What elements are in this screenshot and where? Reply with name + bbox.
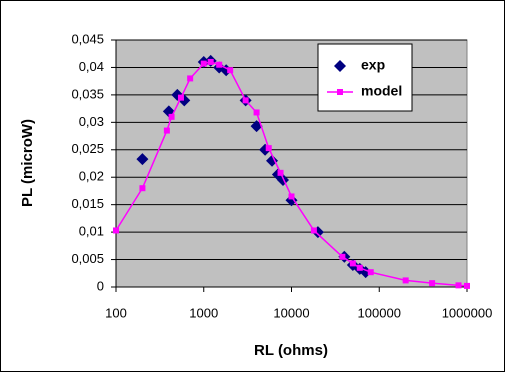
- data-point: [266, 154, 279, 167]
- data-point: [356, 264, 363, 271]
- data-point: [139, 185, 146, 192]
- data-point: [227, 67, 234, 74]
- x-axis-title: RL (ohms): [254, 342, 328, 359]
- y-tick-label: 0,025: [71, 141, 104, 156]
- data-point: [277, 169, 284, 176]
- data-point: [200, 60, 207, 67]
- data-point: [177, 94, 184, 101]
- legend-marker: [334, 60, 346, 72]
- data-point: [242, 97, 249, 104]
- legend-label: model: [361, 83, 402, 99]
- y-axis-title: PL (microW): [19, 119, 36, 207]
- data-point: [455, 282, 462, 289]
- data-point: [464, 282, 470, 289]
- plot-area: [115, 39, 468, 288]
- data-point: [402, 277, 409, 284]
- y-tick-label: 0,03: [79, 114, 104, 129]
- data-point: [310, 227, 317, 234]
- y-tick-label: 0,035: [71, 86, 104, 101]
- data-point: [163, 127, 170, 134]
- y-tick-label: 0,015: [71, 196, 104, 211]
- y-tick-label: 0,04: [79, 59, 104, 74]
- x-tick-label: 100000: [358, 305, 401, 320]
- y-tick-label: 0,01: [79, 224, 104, 239]
- data-point: [367, 269, 374, 276]
- data-point: [339, 253, 346, 260]
- x-tick-label: 1000000: [442, 305, 493, 320]
- data-point: [349, 260, 356, 267]
- data-point: [253, 109, 260, 116]
- x-tick-label: 100: [105, 305, 127, 320]
- series-line: [115, 61, 468, 287]
- data-point: [136, 153, 149, 166]
- legend-label: exp: [361, 57, 385, 73]
- legend-box: [317, 43, 413, 112]
- data-point: [265, 145, 272, 152]
- y-tick-label: 0: [97, 278, 104, 293]
- x-tick-label: 10000: [273, 305, 309, 320]
- data-point: [216, 61, 223, 68]
- data-point: [187, 75, 194, 82]
- y-tick-label: 0,045: [71, 31, 104, 46]
- x-tick-label: 1000: [189, 305, 218, 320]
- y-tick-label: 0,02: [79, 169, 104, 184]
- data-point: [288, 193, 295, 200]
- legend-marker: [337, 89, 343, 95]
- y-tick-label: 0,005: [71, 251, 104, 266]
- data-point: [429, 280, 436, 287]
- data-point: [168, 113, 175, 120]
- data-point: [113, 227, 119, 234]
- data-point: [207, 58, 214, 65]
